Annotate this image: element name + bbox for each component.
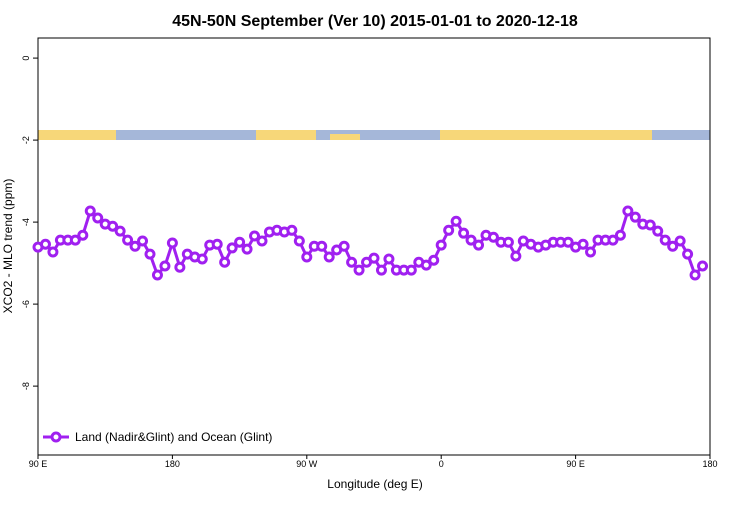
data-point bbox=[77, 229, 89, 241]
data-point bbox=[689, 269, 701, 281]
land-band bbox=[440, 130, 652, 140]
y-tick-label: -4 bbox=[21, 218, 31, 226]
data-point bbox=[652, 225, 664, 237]
data-point bbox=[137, 235, 149, 247]
y-axis-label: XCO2 - MLO trend (ppm) bbox=[1, 179, 15, 314]
land-band bbox=[38, 130, 116, 140]
data-point bbox=[256, 235, 268, 247]
data-point bbox=[674, 235, 686, 247]
data-point bbox=[47, 246, 59, 258]
data-point bbox=[107, 220, 119, 232]
x-axis-label: Longitude (deg E) bbox=[327, 477, 422, 491]
data-point bbox=[562, 236, 574, 248]
data-point bbox=[219, 256, 231, 268]
data-point bbox=[450, 215, 462, 227]
data-point bbox=[682, 248, 694, 260]
x-tick-label: 90 E bbox=[29, 459, 48, 469]
data-point bbox=[368, 252, 380, 264]
x-tick-label: 90 E bbox=[566, 459, 585, 469]
data-point bbox=[420, 259, 432, 271]
data-point bbox=[644, 219, 656, 231]
map-strip bbox=[38, 130, 710, 140]
data-point bbox=[234, 236, 246, 248]
data-point bbox=[114, 225, 126, 237]
y-tick-label: -6 bbox=[21, 300, 31, 308]
data-point bbox=[577, 238, 589, 250]
data-point bbox=[667, 240, 679, 252]
data-point bbox=[151, 269, 163, 281]
data-point bbox=[607, 234, 619, 246]
chart-title: 45N-50N September (Ver 10) 2015-01-01 to… bbox=[172, 13, 578, 30]
data-point bbox=[375, 264, 387, 276]
data-point bbox=[458, 227, 470, 239]
data-point bbox=[502, 236, 514, 248]
data-point bbox=[383, 253, 395, 265]
data-point bbox=[286, 224, 298, 236]
y-tick-label: -2 bbox=[21, 136, 31, 144]
data-point bbox=[465, 234, 477, 246]
land-band bbox=[330, 134, 360, 140]
ocean-band bbox=[38, 130, 710, 140]
data-point bbox=[622, 205, 634, 217]
data-point bbox=[323, 251, 335, 263]
data-point bbox=[122, 234, 134, 246]
y-tick-label: 0 bbox=[21, 56, 31, 61]
data-point bbox=[697, 260, 709, 272]
x-tick-label: 90 W bbox=[296, 459, 318, 469]
y-tick-label: -8 bbox=[21, 382, 31, 390]
x-tick-label: 0 bbox=[439, 459, 444, 469]
data-point bbox=[293, 235, 305, 247]
data-point bbox=[301, 251, 313, 263]
data-point bbox=[473, 239, 485, 251]
data-point bbox=[92, 212, 104, 224]
data-point bbox=[510, 250, 522, 262]
data-point bbox=[435, 239, 447, 251]
data-point bbox=[443, 224, 455, 236]
data-point bbox=[487, 231, 499, 243]
data-point bbox=[316, 240, 328, 252]
data-point bbox=[338, 240, 350, 252]
data-point bbox=[241, 243, 253, 255]
data-point bbox=[84, 205, 96, 217]
data-point bbox=[353, 264, 365, 276]
data-point bbox=[585, 246, 597, 258]
data-point bbox=[629, 211, 641, 223]
data-point bbox=[428, 254, 440, 266]
x-tick-label: 180 bbox=[702, 459, 717, 469]
data-point bbox=[614, 229, 626, 241]
data-point bbox=[166, 237, 178, 249]
data-point bbox=[346, 256, 358, 268]
data-point bbox=[144, 248, 156, 260]
x-tick-label: 180 bbox=[165, 459, 180, 469]
data-point bbox=[211, 238, 223, 250]
data-point bbox=[226, 242, 238, 254]
data-point bbox=[69, 234, 81, 246]
legend-marker bbox=[50, 431, 62, 443]
data-point bbox=[174, 261, 186, 273]
legend-label: Land (Nadir&Glint) and Ocean (Glint) bbox=[75, 430, 272, 444]
data-point bbox=[39, 238, 51, 250]
land-band bbox=[256, 130, 316, 140]
data-point bbox=[129, 240, 141, 252]
data-point bbox=[196, 253, 208, 265]
data-point bbox=[405, 264, 417, 276]
data-point bbox=[249, 230, 261, 242]
data-point bbox=[159, 260, 171, 272]
data-point bbox=[659, 234, 671, 246]
